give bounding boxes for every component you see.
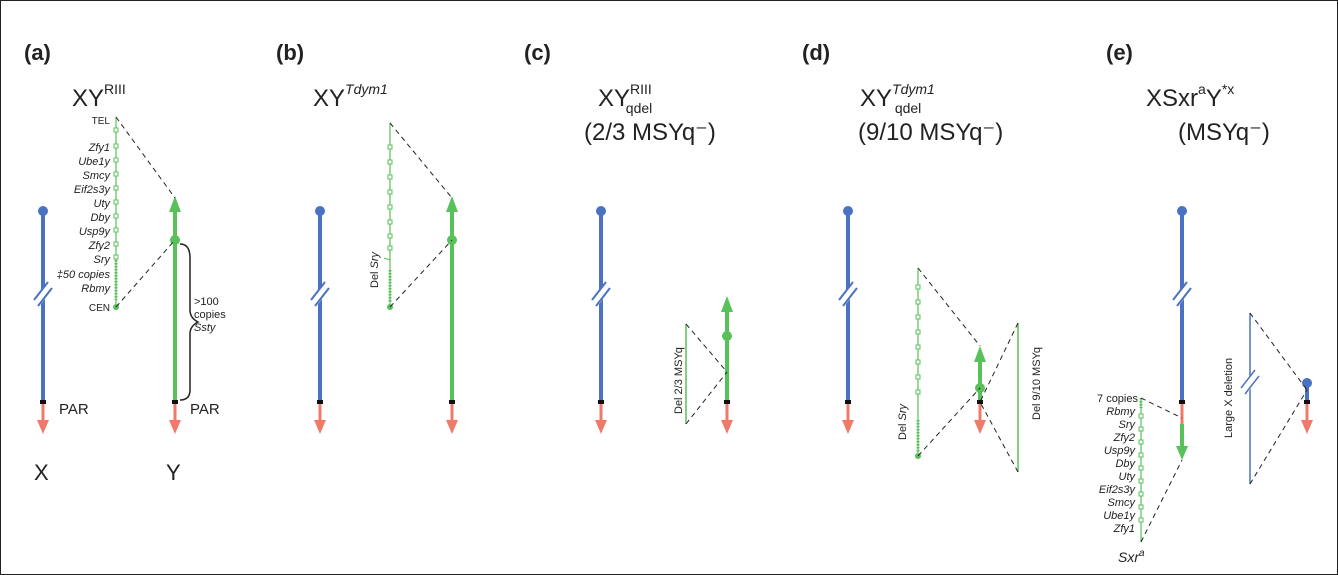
- dashed-connector: [115, 116, 176, 199]
- panel-label: (d): [802, 40, 830, 65]
- gene-label: Usp9y: [1104, 445, 1137, 457]
- x-chromosome: [1171, 206, 1193, 460]
- gene-label: Zfy1: [88, 142, 110, 154]
- dashed-connector: [1249, 312, 1308, 391]
- ssty-gene: Ssty: [194, 322, 217, 334]
- x-chromosome: [32, 206, 54, 434]
- deleted-x: Large X deletion: [1223, 313, 1261, 484]
- y-chromosome: [446, 196, 458, 434]
- dashed-connector: [1140, 459, 1183, 543]
- x-chromosome: [590, 206, 612, 434]
- dashed-connector: [1140, 397, 1183, 419]
- sxr-label: Sxra: [1118, 548, 1145, 565]
- panel-label: (a): [24, 40, 51, 65]
- tel-label: TEL: [92, 116, 111, 127]
- x-label: X: [34, 460, 49, 485]
- gene-label: ‡50 copies: [57, 269, 111, 281]
- dashed-connector: [917, 387, 981, 457]
- panel-label: (b): [276, 40, 304, 65]
- gene-label: Zfy1: [1113, 523, 1135, 535]
- panel-label: (c): [524, 40, 551, 65]
- deletion-label: Large X deletion: [1223, 358, 1235, 438]
- genotype-title: XYTdym1 qdel: [860, 81, 935, 116]
- dashed-connector: [389, 122, 453, 199]
- copies-label: 7 copies: [1097, 393, 1138, 405]
- y-chromosome: [169, 196, 181, 434]
- ssty-copies-word: copies: [194, 309, 226, 321]
- dashed-connector: [979, 322, 1019, 403]
- gene-label: Dby: [1115, 458, 1136, 470]
- dashed-connector: [979, 401, 1019, 473]
- panel-label: (e): [1106, 40, 1133, 65]
- gene-label: Sry: [1119, 419, 1137, 431]
- genotype-title: XYRIII qdel: [598, 81, 652, 116]
- genotype-title: XYTdym1: [313, 81, 388, 112]
- dashed-connector: [389, 239, 453, 308]
- y-chromosome: [974, 346, 986, 434]
- dashed-connector: [917, 267, 981, 347]
- del-sry-label: Del Sry: [369, 250, 381, 288]
- gene-label: Dby: [90, 212, 111, 224]
- genotype-subtitle: (MSYq⁻): [1178, 119, 1270, 146]
- deletion-label: Del 9/10 MSYq: [1031, 347, 1043, 420]
- gene-label: Ube1y: [1103, 510, 1136, 522]
- gene-label: Eif2s3y: [1099, 484, 1137, 496]
- gene-label: Ube1y: [78, 156, 111, 168]
- panel-d: (d) XYTdym1 qdel (9/10 MSYq⁻): [802, 40, 1043, 473]
- del-sry-label: Del Sry: [897, 402, 909, 440]
- y-chromosome: [721, 296, 733, 434]
- par-label: PAR: [190, 401, 220, 418]
- cen-label: CEN: [89, 303, 110, 314]
- panel-b: (b) XYTdym1: [276, 40, 458, 434]
- ssty-copies: >100: [194, 296, 219, 308]
- sxr-map: 7 copies Rbmy Sry Zfy2 Usp9y Dby Uty Eif…: [1097, 393, 1145, 565]
- genotype-subtitle: (2/3 MSYq⁻): [584, 119, 716, 146]
- gene-label: Eif2s3y: [74, 184, 112, 196]
- gene-label: Sry: [94, 254, 112, 266]
- panel-c: (c) XYRIII qdel (2/3 MSYq⁻) Del 2/3 MSYq: [524, 40, 733, 434]
- gene-label: Rbmy: [81, 283, 111, 295]
- dashed-connector: [1249, 389, 1308, 485]
- gene-label: Uty: [1119, 471, 1137, 483]
- gene-label: Zfy2: [88, 240, 110, 252]
- gene-label: Uty: [94, 198, 112, 210]
- gene-label: Zfy2: [1113, 432, 1135, 444]
- dashed-connector: [115, 239, 176, 308]
- expanded-y-map: TEL CEN Zfy1 Ube1y Smcy Eif2s3y Uty Dby …: [57, 116, 119, 314]
- expanded-y-map: Del Sry: [897, 268, 921, 459]
- gene-label: Rbmy: [1106, 406, 1136, 418]
- dashed-connector: [685, 323, 728, 373]
- dashed-connector: [685, 371, 728, 425]
- gene-label: Smcy: [83, 170, 112, 182]
- panel-a: (a) XYRIII: [24, 40, 226, 485]
- genotype-title: XYRIII: [72, 81, 126, 112]
- panel-e: (e) XSxraY*x (MSYq⁻) 7 copies Rbmy Sry: [1097, 40, 1313, 565]
- x-chromosome: [837, 206, 859, 434]
- expanded-y-map: Del Sry: [369, 123, 393, 310]
- genotype-subtitle: (9/10 MSYq⁻): [858, 119, 1003, 146]
- par-label: PAR: [59, 401, 89, 418]
- ssty-brace: [179, 243, 200, 401]
- x-chromosome: [309, 206, 331, 434]
- y-label: Y: [166, 460, 181, 485]
- deletion-label: Del 2/3 MSYq: [673, 347, 685, 414]
- gene-label: Smcy: [1108, 497, 1137, 509]
- small-x: [1301, 378, 1313, 434]
- genotype-title: XSxraY*x: [1146, 81, 1234, 112]
- gene-label: Usp9y: [79, 226, 112, 238]
